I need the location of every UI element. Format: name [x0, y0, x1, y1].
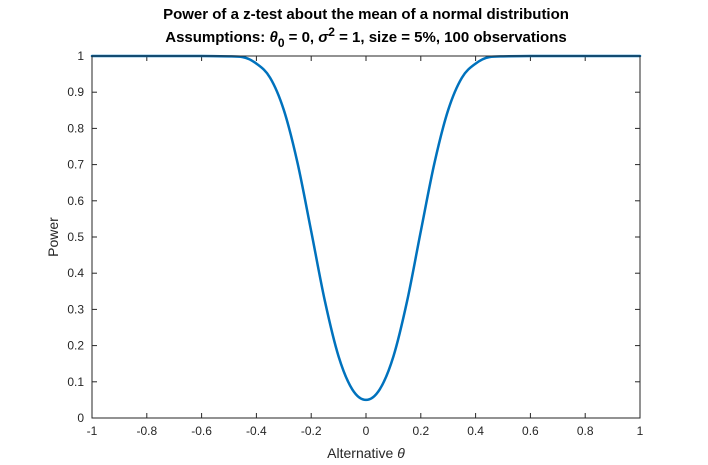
x-axis-label-symbol: θ	[397, 445, 405, 461]
x-tick-label: -1	[87, 424, 98, 438]
subtitle-theta-symbol: θ	[269, 29, 278, 46]
subtitle-rest: = 1, size = 5%, 100 observations	[335, 29, 567, 46]
y-axis-label: Power	[45, 217, 61, 257]
x-tick-label: 0.6	[522, 424, 539, 438]
x-tick-label: 0.4	[467, 424, 484, 438]
x-tick-label: 0	[363, 424, 370, 438]
subtitle-sigma-superscript: 2	[328, 25, 335, 39]
axes-box	[91, 55, 641, 419]
x-tick-label: -0.6	[191, 424, 212, 438]
subtitle-prefix: Assumptions:	[165, 29, 269, 46]
y-tick-label: 1	[77, 49, 84, 63]
x-tick-label: -0.2	[301, 424, 322, 438]
x-tick-label: 1	[637, 424, 644, 438]
x-tick-label: -0.4	[246, 424, 267, 438]
y-tick-label: 0.3	[67, 302, 84, 316]
chart-title: Power of a z-test about the mean of a no…	[163, 6, 569, 23]
x-axis-label: Alternative θ	[327, 445, 405, 461]
plot-area	[92, 56, 640, 418]
chart-subtitle: Assumptions: θ0 = 0, σ2 = 1, size = 5%, …	[165, 25, 566, 50]
x-axis-label-text: Alternative	[327, 445, 397, 461]
y-tick-label: 0.8	[67, 121, 84, 135]
power-curve-series	[90, 54, 642, 402]
y-tick-label: 0.5	[67, 230, 84, 244]
y-tick-label: 0.7	[67, 158, 84, 172]
y-tick-label: 0.4	[67, 266, 84, 280]
y-tick-label: 0.9	[67, 85, 84, 99]
y-tick-label: 0	[77, 411, 84, 425]
subtitle-theta-subscript: 0	[278, 36, 285, 50]
y-tick-label: 0.1	[67, 375, 84, 389]
y-tick-label: 0.6	[67, 194, 84, 208]
x-tick-label: -0.8	[136, 424, 157, 438]
subtitle-sigma-symbol: σ	[318, 29, 329, 46]
axis-tick-labels: -1 -0.8 -0.6 -0.4 -0.2 0 0.2 0.4 0.6 0.8 1 0 0.1 0.2 0…	[67, 49, 643, 438]
x-tick-label: 0.8	[577, 424, 594, 438]
subtitle-theta-text: = 0,	[285, 29, 319, 46]
y-tick-label: 0.2	[67, 339, 84, 353]
x-tick-label: 0.2	[412, 424, 429, 438]
